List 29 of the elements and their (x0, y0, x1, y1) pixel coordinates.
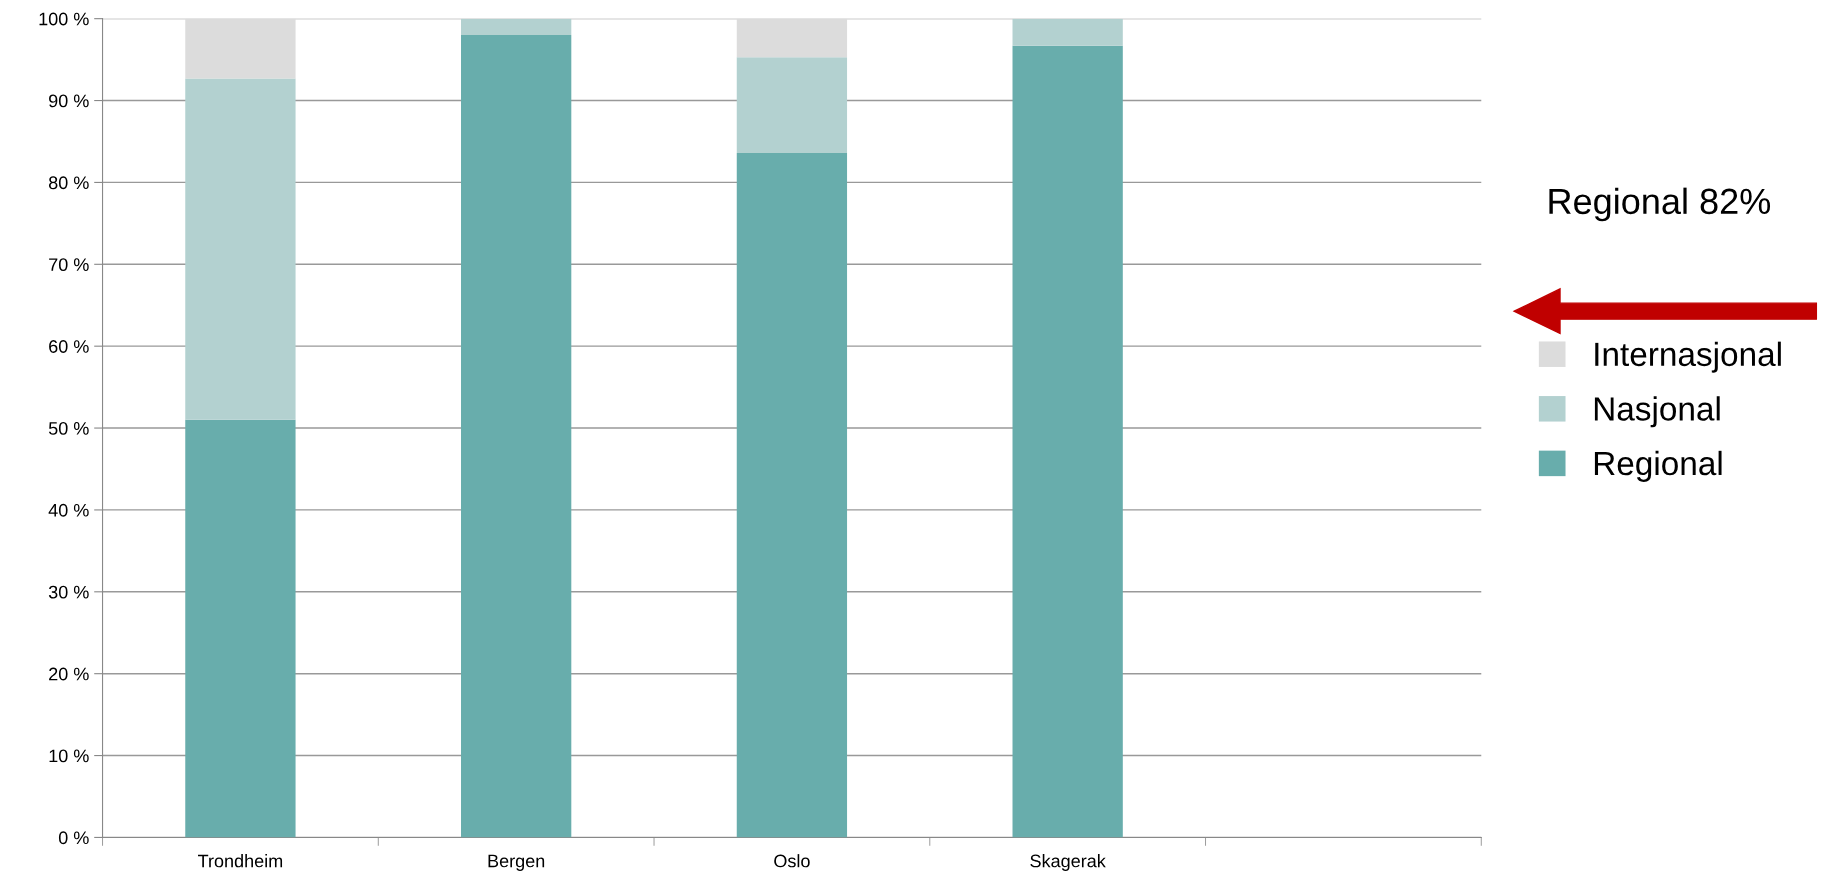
y-tick-label: 20 % (49, 667, 89, 681)
bar (1012, 18, 1123, 46)
y-tick-label: 100 % (39, 12, 89, 26)
bar (736, 18, 848, 58)
x-tick-label: Trondheim (198, 854, 283, 868)
x-tick-label: Bergen (488, 854, 545, 871)
legend-label: Regional (1594, 450, 1722, 482)
bar (185, 419, 296, 838)
legend-label: Internasjonal (1595, 341, 1781, 373)
x-tick-label: Skagerak (1030, 854, 1106, 871)
y-tick-label: 50 % (48, 421, 89, 435)
y-tick-label: 10 % (49, 749, 89, 763)
y-tick-label: 60 % (49, 340, 89, 353)
bar (185, 18, 296, 79)
y-tick-label: 30 % (48, 585, 89, 599)
bar (736, 57, 848, 153)
y-tick-label: 0 % (58, 831, 89, 845)
legend-label: Nasjonal (1594, 396, 1720, 428)
y-tick-label: 40 % (48, 503, 89, 517)
text: Regional 82% (1549, 187, 1771, 222)
bar (461, 35, 572, 838)
y-tick-label: 80 % (48, 176, 89, 190)
x-tick-label: Oslo (774, 854, 810, 868)
bar (185, 78, 296, 420)
bar (461, 18, 572, 36)
bar (736, 152, 848, 838)
y-tick-label: 90 % (49, 94, 89, 108)
bar (1012, 45, 1123, 838)
y-tick-label: 70 % (49, 258, 89, 272)
